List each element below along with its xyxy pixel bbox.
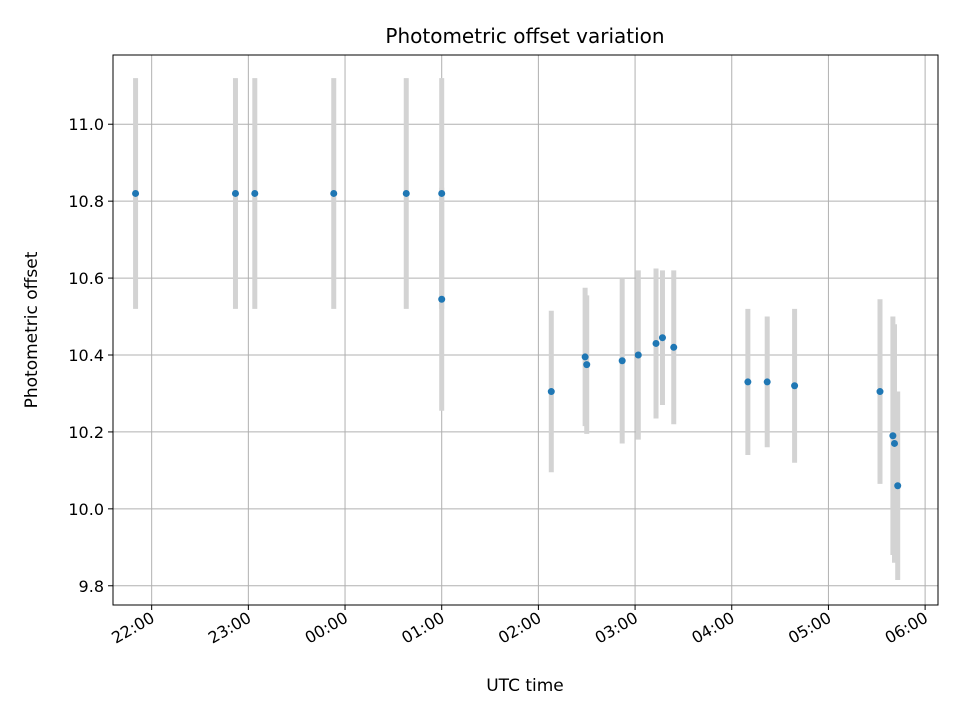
x-tick-label: 04:00 [688,608,737,648]
grid [113,55,938,605]
x-axis-ticks: 22:00 23:00 00:00 01:00 02:00 03:00 04:00 05:00… [108,605,931,648]
data-point [547,388,555,396]
x-tick-label: 22:00 [108,608,157,648]
y-tick-label: 10.2 [68,423,104,442]
chart-title: Photometric offset variation [385,24,664,48]
data-point [670,343,678,351]
x-tick-label: 05:00 [785,608,834,648]
data-point [402,189,410,197]
data-point [763,378,771,386]
data-point [658,334,666,342]
data-point [438,295,446,303]
y-tick-label: 9.8 [79,577,104,596]
data-point [889,432,897,440]
data-point [744,378,752,386]
data-point [438,189,446,197]
plot-background [113,55,938,605]
plot-frame [112,54,939,606]
y-tick-label: 10.0 [68,500,104,519]
y-tick-label: 10.8 [68,192,104,211]
x-tick-label: 01:00 [398,608,447,648]
data-points [132,189,902,490]
x-tick-label: 03:00 [592,608,641,648]
y-tick-label: 11.0 [68,115,104,134]
x-axis-title: UTC time [486,676,564,696]
data-point [251,189,259,197]
data-point [618,357,626,365]
data-point [791,382,799,390]
data-point [652,339,660,347]
data-point [132,189,140,197]
x-tick-label: 02:00 [495,608,544,648]
data-point [581,353,589,361]
y-tick-label: 10.6 [68,269,104,288]
data-point [583,361,591,369]
data-point [330,189,338,197]
y-axis-ticks: 9.8 10.0 10.2 10.4 10.6 10.8 11.0 [68,115,113,596]
y-tick-label: 10.4 [68,346,104,365]
x-tick-label: 00:00 [302,608,351,648]
data-point [894,482,902,490]
y-axis-title: Photometric offset [22,251,42,408]
data-point [876,388,884,396]
x-tick-label: 06:00 [882,608,931,648]
x-tick-label: 23:00 [205,608,254,648]
data-point [634,351,642,359]
data-point [890,439,898,447]
data-point [231,189,239,197]
